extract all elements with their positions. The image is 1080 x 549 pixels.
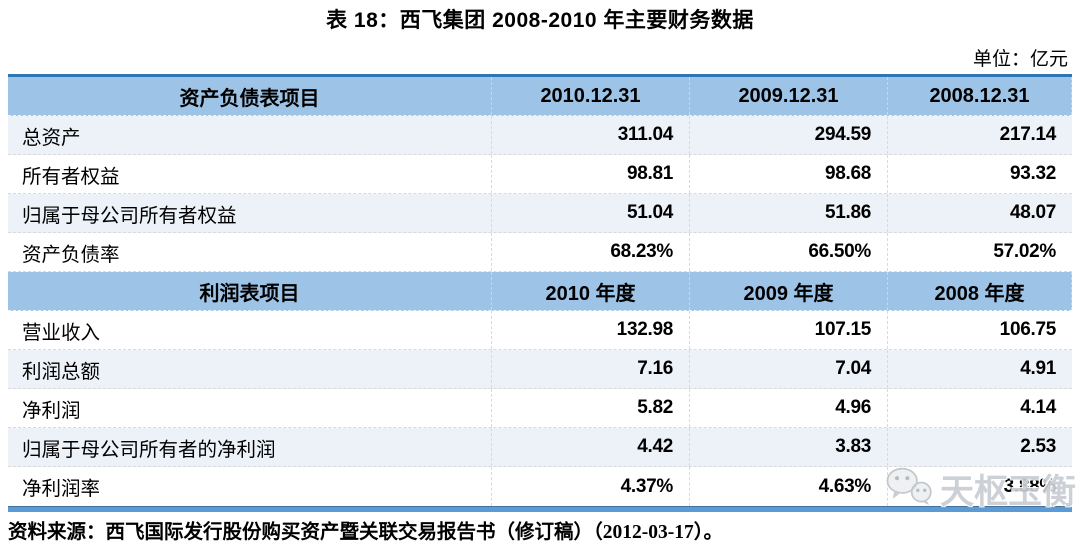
row-value: 4.96: [690, 389, 888, 427]
row-value: 3.88%: [1003, 475, 1057, 497]
row-value: 4.91: [1020, 358, 1056, 379]
row-label: 归属于母公司所有者权益: [8, 194, 492, 232]
table-row: 归属于母公司所有者权益 51.04 51.86 48.07: [8, 194, 1072, 233]
table-row: 归属于母公司所有者的净利润 4.42 3.83 2.53: [8, 428, 1072, 467]
row-label: 总资产: [8, 116, 492, 154]
column-header: 2008 年度: [888, 272, 1072, 310]
row-label: 归属于母公司所有者的净利润: [8, 428, 492, 466]
column-header: 2010 年度: [492, 272, 690, 310]
row-label: 净利润率: [8, 467, 492, 506]
row-value: 7.04: [690, 350, 888, 388]
row-value: 98.68: [690, 155, 888, 193]
unit-label: 单位：亿元: [972, 49, 1068, 70]
row-value: 7.16: [492, 350, 690, 388]
table-bottom-border: [8, 506, 1072, 512]
row-value: 106.75: [999, 319, 1057, 340]
row-value: 48.07: [1009, 202, 1056, 223]
row-label: 资产负债率: [8, 233, 492, 271]
row-label: 营业收入: [8, 311, 492, 349]
column-header: 2010.12.31: [492, 77, 690, 115]
row-value: 3.83: [690, 428, 888, 466]
column-header: 2009.12.31: [690, 77, 888, 115]
row-value: 4.42: [492, 428, 690, 466]
row-value: 132.98: [492, 311, 690, 349]
row-value: 2.53: [1020, 436, 1056, 457]
table-title: 表 18：西飞集团 2008-2010 年主要财务数据: [326, 9, 754, 32]
row-value: 107.15: [690, 311, 888, 349]
row-value: 68.23%: [492, 233, 690, 271]
row-value: 4.14: [1020, 397, 1056, 418]
table-row: 总资产 311.04 294.59 217.14: [8, 116, 1072, 155]
financial-table: 资产负债表项目 2010.12.31 2009.12.31 2008.12.31…: [8, 74, 1072, 512]
section-header-label: 资产负债表项目: [8, 77, 492, 115]
row-value: 51.86: [690, 194, 888, 232]
column-header: 2008.12.31: [888, 77, 1072, 115]
row-value: 66.50%: [690, 233, 888, 271]
table-row: 净利润率 4.37% 4.63% 3.88%: [8, 467, 1072, 506]
column-header: 2009 年度: [690, 272, 888, 310]
income-statement-header-row: 利润表项目 2010 年度 2009 年度 2008 年度: [8, 272, 1072, 311]
table-row: 净利润 5.82 4.96 4.14: [8, 389, 1072, 428]
row-value: 294.59: [690, 116, 888, 154]
row-value: 5.82: [492, 389, 690, 427]
table-row: 利润总额 7.16 7.04 4.91: [8, 350, 1072, 389]
row-value: 4.37%: [492, 467, 690, 506]
row-value: 51.04: [492, 194, 690, 232]
balance-sheet-header-row: 资产负债表项目 2010.12.31 2009.12.31 2008.12.31: [8, 77, 1072, 116]
table-row: 所有者权益 98.81 98.68 93.32: [8, 155, 1072, 194]
row-value: 57.02%: [993, 241, 1056, 262]
row-value: 4.63%: [690, 467, 888, 506]
row-value: 217.14: [999, 124, 1057, 145]
section-header-label: 利润表项目: [8, 272, 492, 310]
row-label: 利润总额: [8, 350, 492, 388]
row-value: 93.32: [1009, 163, 1056, 184]
table-row: 资产负债率 68.23% 66.50% 57.02%: [8, 233, 1072, 272]
source-note: 资料来源：西飞国际发行股份购买资产暨关联交易报告书（修订稿）（2012-03-1…: [8, 522, 723, 543]
row-value: 98.81: [492, 155, 690, 193]
table-row: 营业收入 132.98 107.15 106.75: [8, 311, 1072, 350]
row-label: 所有者权益: [8, 155, 492, 193]
row-value: 311.04: [492, 116, 690, 154]
row-label: 净利润: [8, 389, 492, 427]
